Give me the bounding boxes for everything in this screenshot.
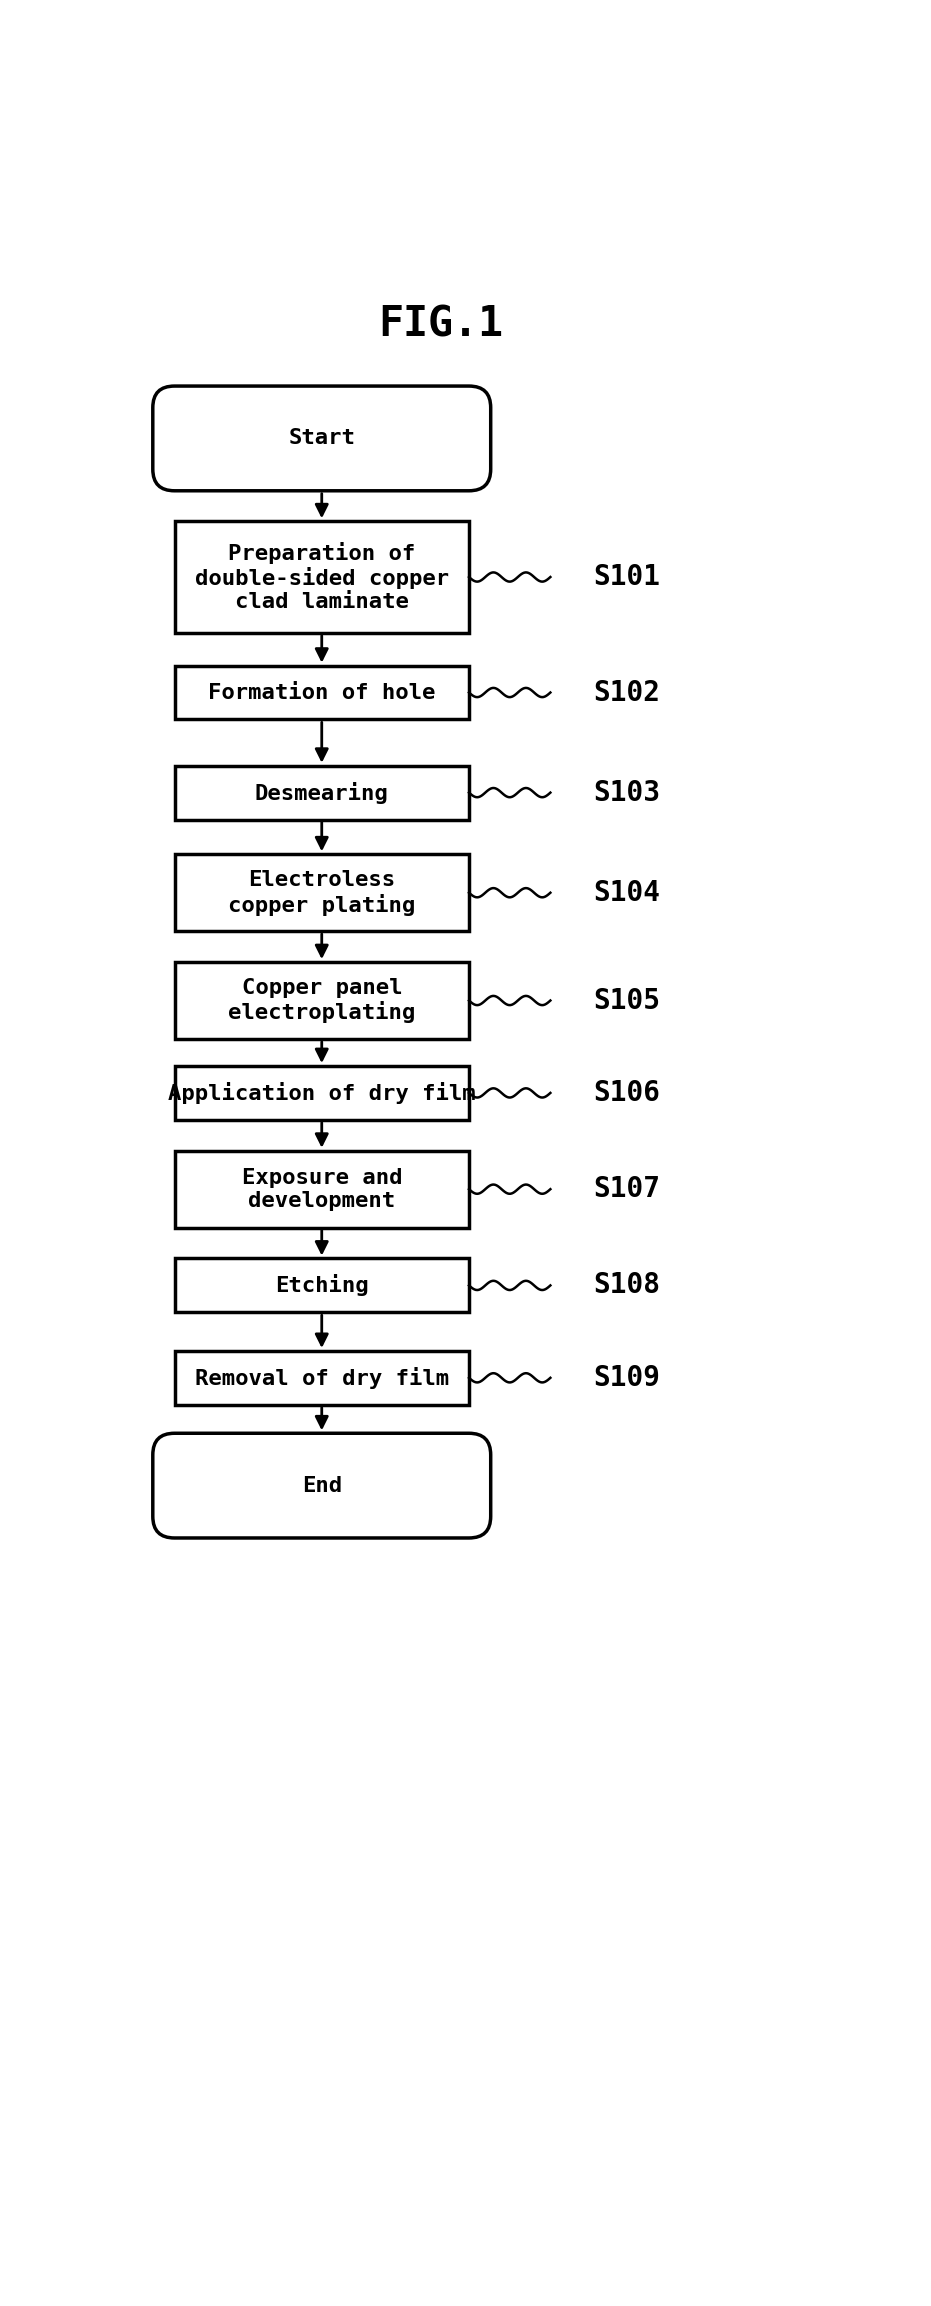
- Text: Exposure and
development: Exposure and development: [241, 1167, 402, 1211]
- Bar: [174, 1259, 469, 1312]
- Bar: [174, 766, 469, 819]
- Bar: [174, 853, 469, 932]
- Text: Preparation of
double-sided copper
clad laminate: Preparation of double-sided copper clad …: [195, 542, 449, 613]
- Bar: [174, 666, 469, 719]
- Text: FIG.1: FIG.1: [379, 304, 504, 346]
- Text: S104: S104: [593, 879, 660, 906]
- Text: Removal of dry film: Removal of dry film: [195, 1367, 449, 1388]
- Bar: [174, 1351, 469, 1404]
- FancyBboxPatch shape: [153, 385, 491, 491]
- Bar: [174, 1151, 469, 1227]
- Text: S107: S107: [593, 1176, 660, 1204]
- Text: S106: S106: [593, 1079, 660, 1107]
- Text: Electroless
copper plating: Electroless copper plating: [228, 869, 415, 915]
- Bar: [174, 1065, 469, 1121]
- Text: Etching: Etching: [275, 1275, 369, 1296]
- Text: S105: S105: [593, 987, 660, 1015]
- Text: Formation of hole: Formation of hole: [208, 683, 436, 703]
- Text: S102: S102: [593, 678, 660, 706]
- Text: S101: S101: [593, 563, 660, 590]
- Bar: [174, 521, 469, 632]
- Text: Desmearing: Desmearing: [255, 782, 388, 802]
- Text: S109: S109: [593, 1363, 660, 1393]
- FancyBboxPatch shape: [153, 1434, 491, 1538]
- Text: End: End: [302, 1476, 342, 1497]
- Text: Start: Start: [289, 429, 356, 447]
- Bar: [174, 962, 469, 1040]
- Text: Copper panel
electroplating: Copper panel electroplating: [228, 978, 415, 1024]
- Text: Application of dry film: Application of dry film: [168, 1082, 476, 1105]
- Text: S108: S108: [593, 1271, 660, 1298]
- Text: S103: S103: [593, 779, 660, 807]
